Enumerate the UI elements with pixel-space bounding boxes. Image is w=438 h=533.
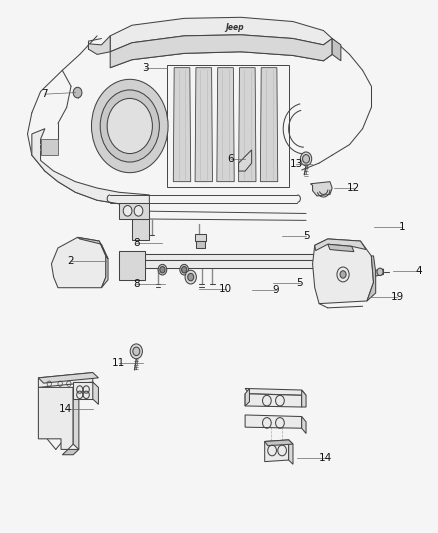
Polygon shape [73,387,79,449]
Polygon shape [245,389,306,395]
Polygon shape [260,68,278,182]
Circle shape [158,264,167,275]
Circle shape [180,264,188,275]
Text: 7: 7 [42,89,48,99]
Text: 9: 9 [272,285,279,295]
Polygon shape [265,440,293,446]
Polygon shape [265,440,289,462]
Polygon shape [62,449,79,455]
Circle shape [134,206,143,216]
Polygon shape [88,36,110,54]
Circle shape [340,271,346,278]
Text: 5: 5 [296,278,303,288]
Polygon shape [102,256,108,288]
Text: 5: 5 [303,231,309,241]
Circle shape [100,90,159,162]
Circle shape [130,344,142,359]
Polygon shape [110,17,332,52]
Circle shape [377,268,383,276]
Polygon shape [119,251,145,280]
Polygon shape [315,239,366,251]
Circle shape [187,273,194,281]
Text: 1: 1 [399,222,405,232]
Polygon shape [239,150,252,171]
Polygon shape [39,387,73,449]
Circle shape [160,266,165,273]
Polygon shape [217,68,234,182]
Polygon shape [239,68,256,182]
Circle shape [185,270,196,284]
Text: Jeep: Jeep [225,23,244,32]
Circle shape [303,155,310,163]
Polygon shape [302,417,306,433]
Polygon shape [196,241,205,248]
Polygon shape [119,203,149,219]
Polygon shape [289,440,293,464]
Polygon shape [328,244,354,252]
Polygon shape [39,373,93,387]
Circle shape [92,79,168,173]
Polygon shape [51,237,106,288]
Polygon shape [245,415,302,428]
Circle shape [107,99,152,154]
Text: 12: 12 [347,183,360,193]
Text: 14: 14 [319,454,332,463]
Polygon shape [376,269,384,276]
Text: 3: 3 [142,63,148,72]
Polygon shape [195,68,212,182]
Text: 8: 8 [133,238,140,248]
Circle shape [133,347,140,356]
Polygon shape [93,382,99,405]
Circle shape [300,152,312,166]
Circle shape [182,266,187,273]
Text: 11: 11 [112,358,126,368]
Text: 8: 8 [133,279,140,289]
Circle shape [123,206,132,216]
Text: 13: 13 [290,159,303,169]
Polygon shape [73,382,93,399]
Polygon shape [313,239,374,304]
Polygon shape [41,139,58,155]
Text: 10: 10 [219,284,232,294]
Text: 6: 6 [227,155,234,164]
Polygon shape [119,260,358,268]
Polygon shape [332,38,341,61]
Circle shape [73,87,82,98]
Text: 19: 19 [391,292,404,302]
Polygon shape [302,390,306,407]
Polygon shape [367,256,376,301]
Polygon shape [245,389,250,406]
Polygon shape [195,233,206,241]
Polygon shape [78,237,108,259]
Polygon shape [132,219,149,240]
Text: 2: 2 [68,256,74,266]
Polygon shape [119,254,358,260]
Polygon shape [311,182,332,196]
Text: 14: 14 [59,403,72,414]
Polygon shape [245,394,302,407]
Polygon shape [39,373,99,383]
Text: 4: 4 [416,266,423,276]
Polygon shape [173,68,191,182]
Polygon shape [110,35,332,68]
Polygon shape [32,128,149,208]
